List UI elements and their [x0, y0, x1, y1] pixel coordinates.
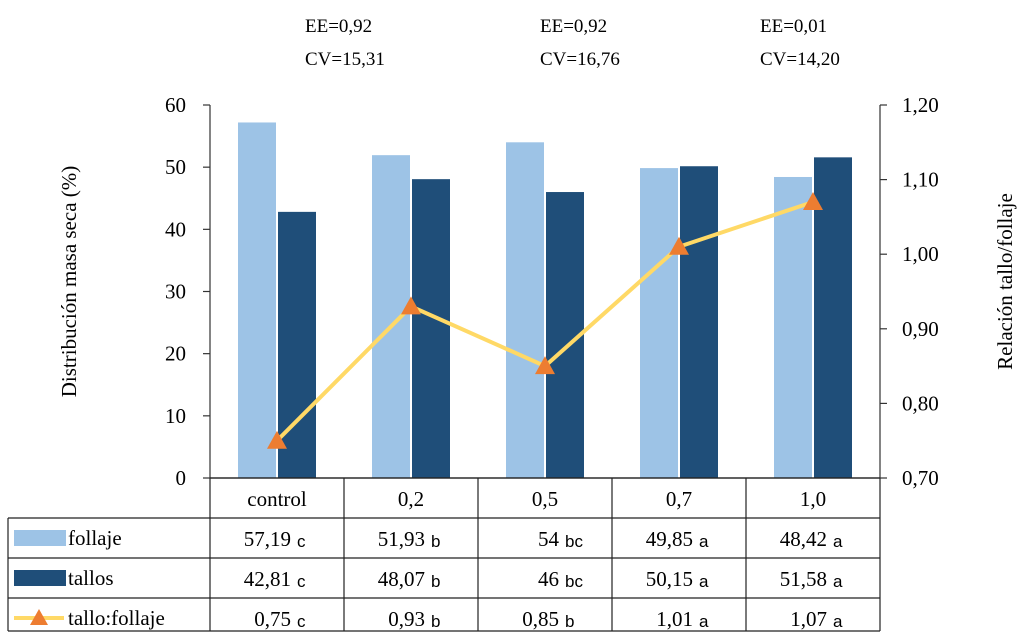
table-cell-letter: bc [565, 572, 583, 591]
ratio-series-line [275, 200, 814, 443]
legend-swatch-follaje [14, 530, 66, 546]
right-tick-label: 1,10 [902, 168, 939, 192]
left-tick-label: 40 [165, 217, 186, 241]
right-tick-label: 0,90 [902, 317, 939, 341]
right-tick-label: 0,80 [902, 391, 939, 415]
category-label: 0,7 [666, 487, 692, 511]
legend-swatch-tallos [14, 570, 66, 586]
table-cell-value: 57,19 [244, 527, 291, 551]
table-cell-value: 0,85 [522, 607, 559, 631]
ratio-line [267, 191, 823, 449]
table-cell-value: 54 [538, 527, 560, 551]
annotation-ee: EE=0,92 [540, 16, 607, 37]
table-cell-letter: a [699, 612, 709, 631]
legend-label: tallos [68, 566, 114, 590]
table-cell-letter: a [699, 572, 709, 591]
bar-follaje [238, 122, 276, 478]
table-cell-letter: b [431, 612, 440, 631]
ratio-marker [267, 430, 287, 449]
bars [210, 122, 880, 479]
annotation-cv: CV=14,20 [760, 49, 840, 70]
annotation-cv: CV=16,76 [540, 49, 620, 70]
annotation-ee: EE=0,92 [305, 16, 372, 37]
left-axis: 0 10 20 30 40 50 60 Distribución masa seca (%) [57, 93, 211, 490]
table-cell-value: 46 [538, 567, 559, 591]
table-cell-letter: b [431, 572, 440, 591]
bar-follaje [506, 142, 544, 479]
bar-tallos [412, 179, 450, 478]
table-cell-value: 42,81 [244, 567, 291, 591]
category-label: 0,2 [398, 487, 424, 511]
ratio-marker [535, 356, 555, 375]
table-cell-value: 51,58 [780, 567, 827, 591]
annotation-cv: CV=15,31 [305, 49, 385, 70]
bar-follaje [640, 168, 678, 478]
table-cell-value: 0,93 [388, 607, 425, 631]
category-label: 0,5 [532, 487, 558, 511]
table-cell-value: 48,07 [378, 567, 425, 591]
table-cell-value: 50,15 [646, 567, 693, 591]
left-tick-label: 60 [165, 93, 186, 117]
left-tick-label: 30 [165, 280, 186, 304]
left-tick-label: 0 [176, 466, 187, 490]
left-tick-label: 20 [165, 342, 186, 366]
table-cell-value: 49,85 [646, 527, 693, 551]
table-cell-letter: a [833, 532, 843, 551]
right-tick-label: 1,00 [902, 242, 939, 266]
table-cell-value: 0,75 [254, 607, 291, 631]
table-cell-letter: c [297, 532, 306, 551]
legend-marker [30, 609, 48, 625]
right-tick-label: 0,70 [902, 466, 939, 490]
legend-label: tallo:follaje [68, 606, 165, 630]
table-cell-value: 1,01 [656, 607, 693, 631]
bar-tallos [814, 157, 852, 478]
legend-label: follaje [68, 526, 122, 550]
left-tick-label: 10 [165, 404, 186, 428]
table-cell-letter: a [833, 572, 843, 591]
bar-follaje [774, 176, 812, 478]
table-cell-letter: a [699, 532, 709, 551]
table-cell-value: 51,93 [378, 527, 425, 551]
bar-tallos [278, 211, 316, 478]
ratio-marker [401, 296, 421, 315]
table-cell-letter: c [297, 612, 306, 631]
table-cell-letter: b [565, 612, 574, 631]
left-axis-title: Distribución masa seca (%) [57, 166, 81, 398]
bar-follaje [372, 155, 410, 478]
table-cell-value: 1,07 [790, 607, 827, 631]
right-axis: 0,70 0,80 0,90 1,00 1,10 1,20 Relación tallo/f… [879, 93, 1017, 490]
data-table: control 0,2 0,5 0,7 1,0 follaje 57,19 c 51,93 b 54… [7, 477, 881, 632]
right-axis-title: Relación tallo/follaje [993, 193, 1017, 370]
left-tick-label: 50 [165, 155, 186, 179]
annotations: EE=0,92 CV=15,31 EE=0,92 CV=16,76 EE=0,01 CV=… [305, 16, 840, 70]
ratio-marker [803, 191, 823, 210]
category-label: 1,0 [800, 487, 826, 511]
table-cell-letter: bc [565, 532, 583, 551]
right-tick-label: 1,20 [902, 93, 939, 117]
annotation-ee: EE=0,01 [760, 16, 827, 37]
table-cell-letter: a [833, 612, 843, 631]
table-cell-letter: b [431, 532, 440, 551]
table-cell-value: 48,42 [780, 527, 827, 551]
table-cell-letter: c [297, 572, 306, 591]
category-label: control [247, 487, 307, 511]
ratio-marker [669, 236, 689, 255]
bar-tallos [680, 166, 718, 478]
